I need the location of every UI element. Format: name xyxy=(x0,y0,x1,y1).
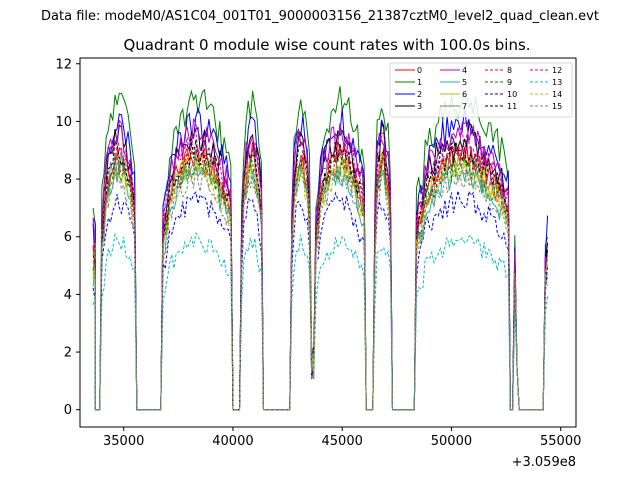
y-tick-label: 12 xyxy=(55,57,72,72)
legend-label-14: 14 xyxy=(552,90,562,99)
legend-label-6: 6 xyxy=(462,90,467,99)
series-line-12 xyxy=(92,129,549,411)
y-tick-label: 2 xyxy=(64,346,72,361)
legend-label-13: 13 xyxy=(552,78,562,87)
legend-label-4: 4 xyxy=(462,66,467,75)
legend-label-3: 3 xyxy=(417,102,422,111)
x-tick-label: 40000 xyxy=(212,434,253,449)
plot-frame xyxy=(79,57,577,428)
x-axis: 35000 40000 45000 50000 55000 xyxy=(103,427,581,449)
x-offset-label: +3.059e8 xyxy=(512,455,576,470)
x-tick-label: 55000 xyxy=(540,434,581,449)
x-tick-label: 35000 xyxy=(103,434,144,449)
legend-label-0: 0 xyxy=(417,66,422,75)
legend-label-2: 2 xyxy=(417,90,422,99)
series-line-10 xyxy=(92,189,549,411)
x-tick-label: 45000 xyxy=(322,434,363,449)
legend-box xyxy=(389,62,573,118)
series-line-4 xyxy=(92,118,548,411)
legend-label-1: 1 xyxy=(417,78,422,87)
y-axis: 0 2 4 6 8 10 12 xyxy=(55,57,80,418)
series-line-15 xyxy=(92,166,549,411)
legend-label-11: 11 xyxy=(507,102,517,111)
y-tick-label: 6 xyxy=(64,230,72,245)
series-line-2 xyxy=(92,107,549,411)
legend-label-5: 5 xyxy=(462,78,467,87)
x-tick-label: 50000 xyxy=(431,434,472,449)
legend-label-15: 15 xyxy=(552,102,562,111)
y-tick-label: 8 xyxy=(64,173,72,188)
series-line-11 xyxy=(92,138,549,411)
legend-label-10: 10 xyxy=(507,90,517,99)
plot-lines xyxy=(92,86,549,411)
y-tick-label: 10 xyxy=(55,115,72,130)
y-tick-label: 0 xyxy=(64,403,72,418)
legend-label-12: 12 xyxy=(552,66,562,75)
legend-label-7: 7 xyxy=(462,102,467,111)
legend-label-8: 8 xyxy=(507,66,512,75)
chart-title: Quadrant 0 module wise count rates with … xyxy=(123,36,530,54)
y-tick-label: 4 xyxy=(64,288,72,303)
figure-suptitle: Data file: modeM0/AS1C04_001T01_90000031… xyxy=(41,9,599,24)
legend-label-9: 9 xyxy=(507,78,512,87)
